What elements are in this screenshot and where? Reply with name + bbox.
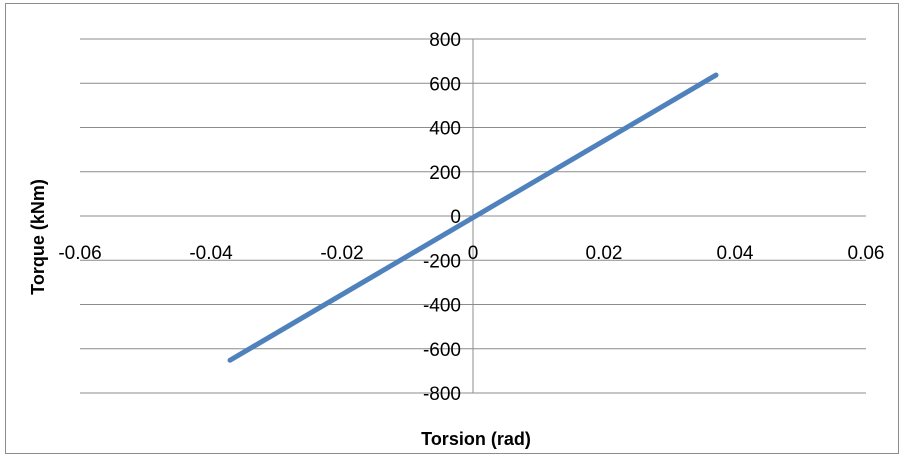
x-tick-label: -0.06 [58, 243, 101, 264]
x-tick-label: -0.04 [189, 243, 233, 264]
x-tick-label: 0.04 [717, 243, 754, 264]
x-axis-title: Torsion (rad) [421, 429, 531, 449]
y-tick-label: 600 [429, 74, 461, 95]
y-tick-label: 400 [429, 119, 461, 140]
y-tick-label: -400 [423, 296, 461, 317]
x-tick-label: -0.02 [320, 243, 363, 264]
y-tick-label: -600 [423, 340, 461, 361]
y-axis-title: Torque (kNm) [28, 179, 48, 295]
y-tick-label: -200 [423, 251, 461, 272]
y-tick-label: -800 [423, 384, 461, 405]
y-tick-label: 800 [429, 30, 461, 51]
tick-labels: 800 600 400 200 0 -200 -400 -600 -800 -0.06 -0.04 -… [58, 30, 884, 405]
y-tick-label: 0 [450, 207, 461, 228]
series-line [227, 72, 719, 363]
series [227, 72, 719, 363]
x-tick-label: 0.06 [848, 243, 885, 264]
x-tick-label: 0 [468, 243, 479, 264]
x-tick-label: 0.02 [586, 243, 623, 264]
y-tick-label: 200 [429, 163, 461, 184]
